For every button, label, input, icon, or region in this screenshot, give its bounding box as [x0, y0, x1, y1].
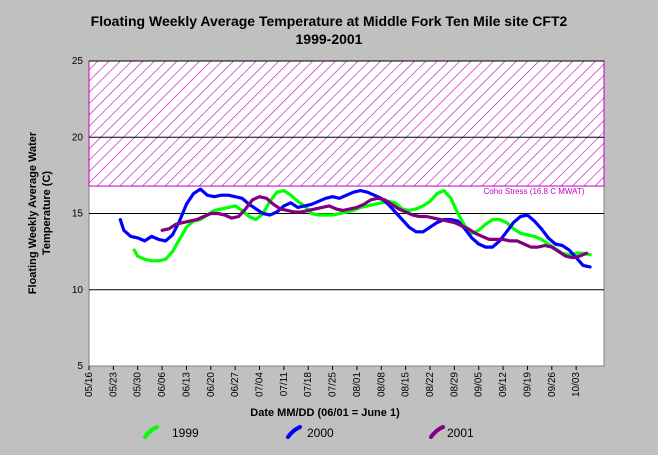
y-tick-label-10: 10 — [72, 285, 84, 296]
coho-stress-band — [88, 60, 605, 187]
y-tick-label-15: 15 — [72, 209, 84, 220]
chart-subtitle: 1999-2001 — [296, 31, 363, 47]
y-tick-label-5: 5 — [77, 361, 83, 372]
x-tick-label-07/04: 07/04 — [255, 372, 266, 397]
legend-label-2000: 2000 — [307, 426, 334, 440]
x-tick-label-06/13: 06/13 — [181, 372, 192, 397]
x-tick-label-06/27: 06/27 — [230, 372, 241, 397]
x-tick-label-09/12: 09/12 — [498, 372, 509, 397]
chart-title: Floating Weekly Average Temperature at M… — [91, 13, 568, 29]
x-tick-label-08/22: 08/22 — [425, 372, 436, 397]
legend-swatch-2001 — [429, 425, 445, 439]
x-tick-label-08/01: 08/01 — [352, 372, 363, 397]
x-tick-label-08/08: 08/08 — [376, 372, 387, 397]
x-tick-label-06/06: 06/06 — [157, 372, 168, 397]
x-tick-label-08/29: 08/29 — [449, 372, 460, 397]
coho-stress-label: Coho Stress (16.8 C MWAT) — [484, 187, 585, 196]
y-tick-label-20: 20 — [72, 132, 84, 143]
legend-label-1999: 1999 — [172, 426, 199, 440]
y-axis-label-line1: Floating Weekly Average Water — [27, 131, 39, 294]
x-tick-label-09/26: 09/26 — [547, 372, 558, 397]
series-line-2001 — [160, 195, 589, 260]
x-tick-label-06/20: 06/20 — [206, 372, 217, 397]
x-axis-label: Date MM/DD (06/01 = June 1) — [250, 407, 400, 419]
y-axis-label-line2: Temperature (C) — [41, 171, 53, 255]
legend-label-2001: 2001 — [447, 426, 474, 440]
x-tick-label-10/03: 10/03 — [571, 372, 582, 397]
x-tick-label-05/16: 05/16 — [84, 372, 95, 397]
legend-swatch-1999 — [143, 425, 159, 439]
x-tick-label-07/18: 07/18 — [303, 372, 314, 397]
y-tick-label-25: 25 — [72, 56, 84, 67]
x-tick-label-05/30: 05/30 — [133, 372, 144, 397]
x-tick-label-08/15: 08/15 — [401, 372, 412, 397]
legend: 1999 2000 2001 — [143, 425, 474, 440]
x-tick-label-07/25: 07/25 — [328, 372, 339, 397]
x-tick-label-05/23: 05/23 — [108, 372, 119, 397]
series-line-2000 — [118, 187, 592, 269]
x-tick-label-09/19: 09/19 — [522, 372, 533, 397]
x-tick-label-07/11: 07/11 — [279, 372, 290, 397]
x-tick-label-09/05: 09/05 — [474, 372, 485, 397]
legend-swatch-2000 — [286, 425, 302, 439]
